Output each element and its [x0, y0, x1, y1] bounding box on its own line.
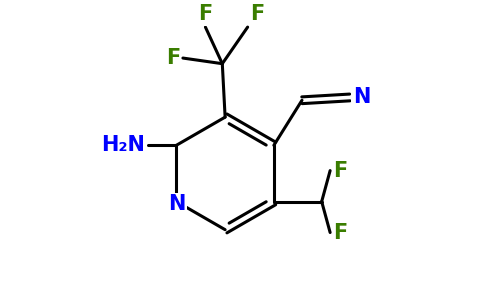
Text: F: F	[333, 160, 347, 181]
Text: N: N	[353, 87, 370, 107]
Text: F: F	[250, 4, 265, 24]
Text: F: F	[333, 223, 347, 242]
Text: N: N	[167, 194, 185, 214]
Text: F: F	[166, 48, 180, 68]
Text: F: F	[198, 4, 212, 24]
Text: H₂N: H₂N	[102, 135, 145, 155]
